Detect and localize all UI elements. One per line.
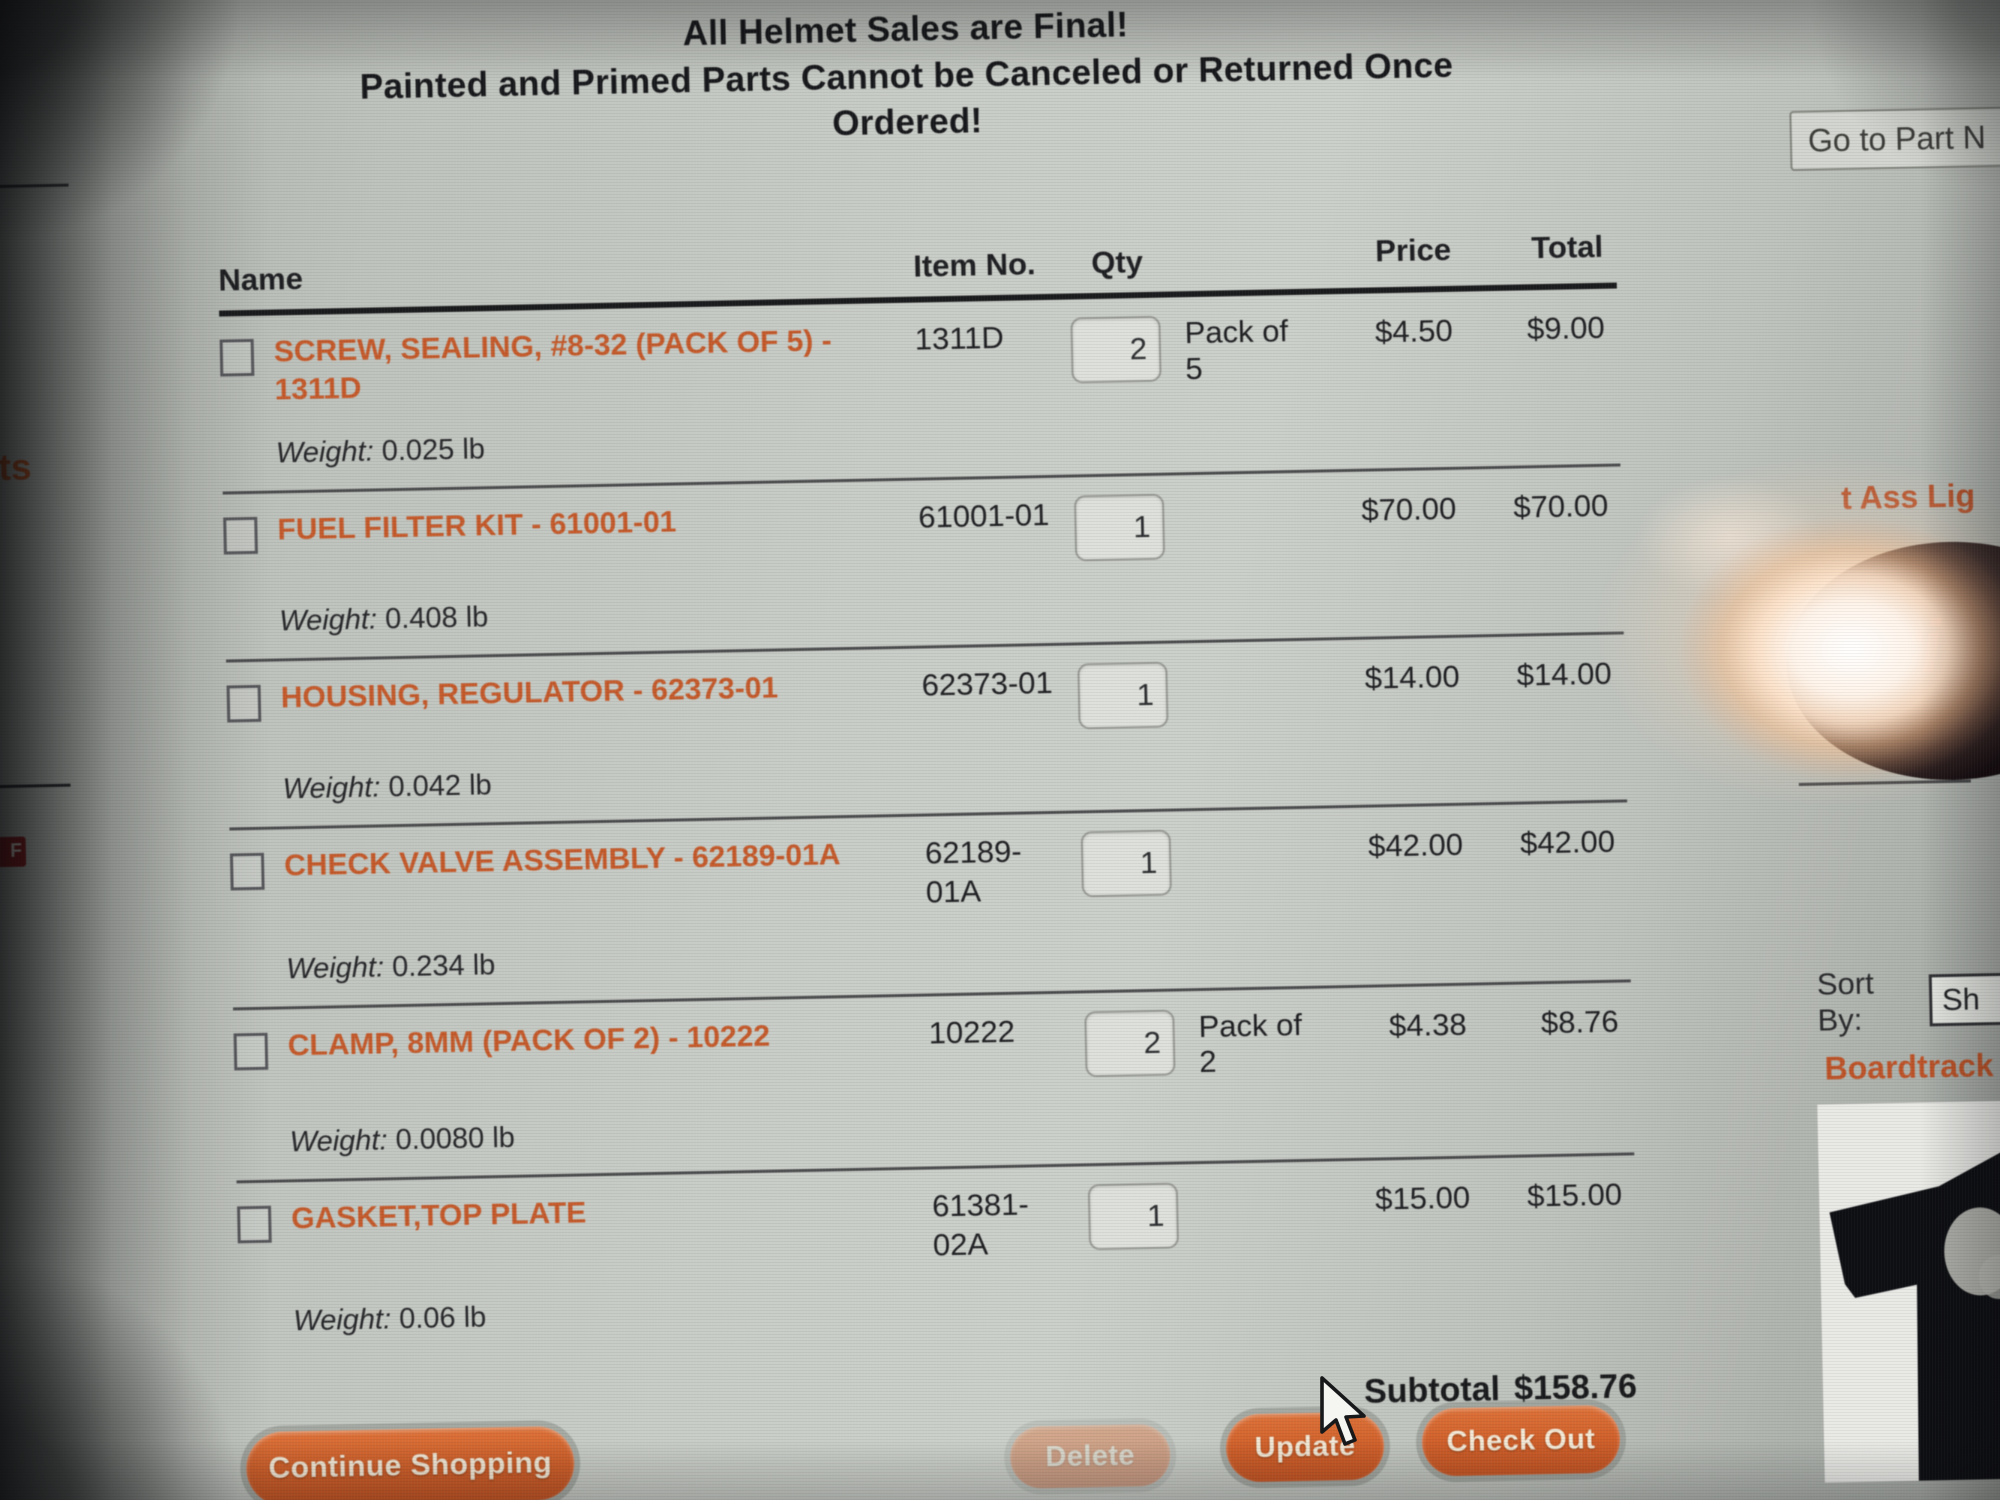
pack-info	[1177, 659, 1317, 662]
tshirt-graphic	[1829, 1117, 2000, 1481]
cart-row: FUEL FILTER KIT - 61001-01 61001-01 $70.…	[222, 466, 1624, 663]
sidebar-product-image[interactable]: Bri	[1784, 538, 2000, 784]
pack-info	[1181, 827, 1321, 830]
qty-input[interactable]	[1084, 1009, 1176, 1078]
subtotal-value: $158.76	[1513, 1367, 1638, 1409]
pack-info: Pack of 2	[1198, 1006, 1303, 1080]
check-out-button[interactable]: Check Out	[1421, 1404, 1621, 1477]
weight-label: Weight:	[293, 1303, 392, 1338]
item-price: $42.00	[1367, 826, 1464, 864]
weight-label: Weight:	[282, 771, 381, 806]
column-header-name: Name	[218, 260, 304, 298]
column-header-item-no: Item No.	[912, 246, 1036, 284]
continue-shopping-button[interactable]: Continue Shopping	[245, 1425, 575, 1500]
item-price: $15.00	[1374, 1179, 1471, 1217]
item-total: $70.00	[1513, 487, 1609, 525]
item-number: 62189-01A	[924, 833, 1022, 910]
qty-input[interactable]	[1070, 315, 1162, 384]
cart-row: CHECK VALVE ASSEMBLY - 62189-01A 62189-0…	[229, 802, 1631, 1011]
pack-info	[1174, 491, 1314, 494]
item-number: 1311D	[914, 319, 1005, 357]
item-total: $15.00	[1526, 1176, 1623, 1214]
weight-label: Weight:	[285, 951, 385, 986]
cart-row: GASKET,TOP PLATE 61381-02A $15.00 $15.00…	[237, 1155, 1638, 1360]
item-number: 61001-01	[917, 497, 1050, 535]
pack-info	[1188, 1179, 1328, 1182]
item-price: $4.38	[1388, 1006, 1467, 1043]
weight-value: 0.408 lb	[384, 601, 489, 636]
go-to-part-number-button[interactable]: Go to Part N	[1789, 105, 2000, 172]
subtotal-label: Subtotal	[1363, 1370, 1501, 1412]
item-total: $14.00	[1516, 655, 1612, 693]
item-name-link[interactable]: GASKET,TOP PLATE	[290, 1196, 587, 1236]
weight-value: 0.042 lb	[388, 769, 493, 804]
sales-notice: All Helmet Sales are Final! Painted and …	[165, 0, 1648, 161]
row-checkbox[interactable]	[226, 685, 262, 723]
cart-row: SCREW, SEALING, #8-32 (PACK OF 5) - 1311…	[219, 288, 1621, 495]
row-checkbox[interactable]	[237, 1205, 272, 1244]
item-price: $4.50	[1374, 312, 1454, 350]
weight-value: 0.0080 lb	[395, 1121, 516, 1157]
item-number: 10222	[928, 1013, 1016, 1051]
sidebar-product-link-fragment[interactable]: t Ass Lig	[1840, 477, 1976, 517]
sort-by-label: Sort By:	[1816, 965, 1875, 1038]
pack-info: Pack of 5	[1184, 313, 1289, 386]
item-price: $14.00	[1364, 658, 1460, 696]
product-brand-text: Bri	[1837, 605, 1942, 691]
item-name-link[interactable]: SCREW, SEALING, #8-32 (PACK OF 5) - 1311…	[273, 324, 832, 407]
item-price: $70.00	[1361, 490, 1457, 528]
weight-label: Weight:	[278, 603, 378, 638]
weight-value: 0.06 lb	[398, 1301, 487, 1336]
weight-label: Weight:	[289, 1124, 388, 1159]
item-name-link[interactable]: CLAMP, 8MM (PACK OF 2) - 10222	[287, 1019, 771, 1063]
cart-table: Name Item No. Qty Price Total SCREW, SEA…	[218, 229, 1639, 1435]
row-checkbox[interactable]	[229, 852, 265, 891]
qty-input[interactable]	[1077, 661, 1169, 730]
sidebar-divider	[1798, 779, 1971, 786]
column-header-total: Total	[1530, 228, 1604, 266]
cart-row: HOUSING, REGULATOR - 62373-01 62373-01 $…	[226, 634, 1628, 831]
sidebar-tshirt-product-image[interactable]	[1817, 1099, 2000, 1483]
update-button[interactable]: Update	[1225, 1411, 1385, 1483]
left-edge-badge: F	[0, 836, 27, 868]
item-number: 61381-02A	[931, 1186, 1030, 1263]
column-header-price: Price	[1374, 231, 1452, 269]
item-name-link[interactable]: FUEL FILTER KIT - 61001-01	[277, 505, 677, 547]
row-checkbox[interactable]	[233, 1032, 269, 1071]
item-total: $8.76	[1540, 1003, 1619, 1040]
item-name-link[interactable]: CHECK VALVE ASSEMBLY - 62189-01A	[283, 838, 841, 883]
item-number: 62373-01	[921, 665, 1054, 703]
weight-value: 0.025 lb	[381, 433, 486, 468]
sort-by-control: Sort By: Sh	[1817, 963, 2000, 1039]
row-checkbox[interactable]	[219, 338, 255, 377]
qty-input[interactable]	[1073, 493, 1166, 562]
item-name-link[interactable]: HOUSING, REGULATOR - 62373-01	[280, 671, 779, 715]
left-nav-text-fragment: rts	[0, 446, 32, 489]
cart-row: CLAMP, 8MM (PACK OF 2) - 10222 10222 Pac…	[233, 982, 1635, 1184]
left-divider-fragment	[0, 183, 69, 189]
qty-input[interactable]	[1087, 1182, 1180, 1251]
left-divider-fragment	[0, 783, 71, 789]
row-checkbox[interactable]	[223, 517, 258, 555]
item-total: $9.00	[1526, 309, 1605, 347]
qty-input[interactable]	[1080, 829, 1172, 898]
weight-value: 0.234 lb	[391, 948, 496, 983]
weight-label: Weight:	[275, 435, 375, 470]
sort-by-select[interactable]: Sh	[1928, 972, 2000, 1027]
column-header-qty: Qty	[1090, 244, 1144, 281]
delete-button[interactable]: Delete	[1009, 1423, 1171, 1489]
item-total: $42.00	[1519, 823, 1616, 861]
sidebar-category-link[interactable]: Boardtrack	[1824, 1047, 1994, 1087]
